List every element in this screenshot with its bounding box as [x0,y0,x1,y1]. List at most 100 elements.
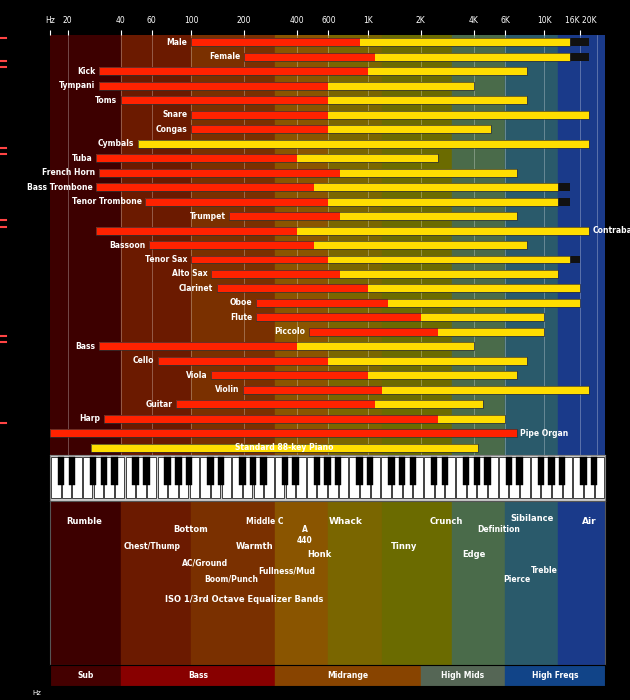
Bar [191,38,360,46]
Bar [452,500,505,665]
Bar [121,96,328,104]
Bar [175,457,181,484]
Bar [164,457,171,484]
Bar [442,457,448,484]
Text: Honk: Honk [307,550,331,559]
Bar [99,82,328,90]
Bar [149,241,527,249]
Bar [335,457,341,484]
Bar [388,457,395,484]
Bar [591,457,597,484]
Bar [149,241,314,249]
Bar [99,67,527,75]
Bar [381,457,391,498]
Text: Tenor Sax: Tenor Sax [145,255,188,264]
Bar [328,111,590,118]
Text: Cymbals: Cymbals [98,139,134,148]
Bar [145,197,328,206]
Bar [176,400,375,408]
Bar [452,35,505,455]
Bar [548,457,554,484]
Bar [275,35,328,455]
Bar [350,457,359,498]
Bar [62,457,71,498]
Text: A
440: A 440 [297,525,312,545]
Text: Tuba: Tuba [72,153,93,162]
Bar [360,457,370,498]
Bar [371,457,381,498]
Bar [421,314,544,321]
Text: High Mids: High Mids [442,671,484,680]
Bar [328,357,527,365]
Bar [211,372,368,379]
Bar [275,500,328,665]
Bar [256,299,580,307]
Bar [96,183,558,191]
Bar [101,457,107,484]
Bar [506,457,512,484]
Bar [367,457,374,484]
Text: Edge: Edge [462,550,486,559]
Bar [340,169,517,176]
Bar [168,457,178,498]
Text: Air: Air [582,517,597,526]
Bar [211,457,220,498]
Bar [200,457,210,498]
Bar [249,457,256,484]
Bar [176,400,483,408]
Bar [138,139,590,148]
Bar [256,314,544,321]
Text: Guitar: Guitar [146,400,172,409]
Bar [191,111,590,118]
Bar [239,457,246,484]
Bar [328,457,338,498]
Bar [296,457,306,498]
Text: Violin: Violin [215,385,239,394]
Bar [285,457,295,498]
Bar [69,457,75,484]
Text: Clarinet: Clarinet [179,284,214,293]
Bar [275,665,421,686]
Bar [484,457,491,484]
Text: Snare: Snare [163,110,188,119]
Bar [217,284,368,293]
Bar [253,457,263,498]
Bar [382,500,452,665]
Bar [570,52,590,61]
Bar [158,357,527,365]
Bar [368,372,517,379]
Bar [99,67,368,75]
Bar [191,125,491,133]
Bar [211,270,340,278]
Bar [136,457,146,498]
Bar [50,500,121,665]
Bar [595,457,604,498]
Bar [403,457,413,498]
Bar [488,457,498,498]
Bar [50,429,517,438]
Bar [537,457,544,484]
Bar [558,183,570,191]
Text: Pipe Organ: Pipe Organ [520,429,569,438]
Text: Warmth: Warmth [236,542,273,551]
Bar [360,38,570,46]
Bar [570,256,580,263]
Bar [83,457,93,498]
Bar [50,35,121,455]
Bar [104,457,114,498]
Text: Crunch: Crunch [430,517,463,526]
Bar [99,82,474,90]
Bar [229,212,517,220]
Bar [328,96,527,104]
Bar [121,665,275,686]
Bar [72,457,82,498]
Bar [186,457,192,484]
Bar [375,400,483,408]
Bar [517,457,523,484]
Text: Cello: Cello [133,356,154,365]
Text: Male: Male [166,38,188,47]
Text: Kick: Kick [77,66,95,76]
Bar [505,665,605,686]
Text: Definition: Definition [477,525,520,534]
Bar [340,212,517,220]
